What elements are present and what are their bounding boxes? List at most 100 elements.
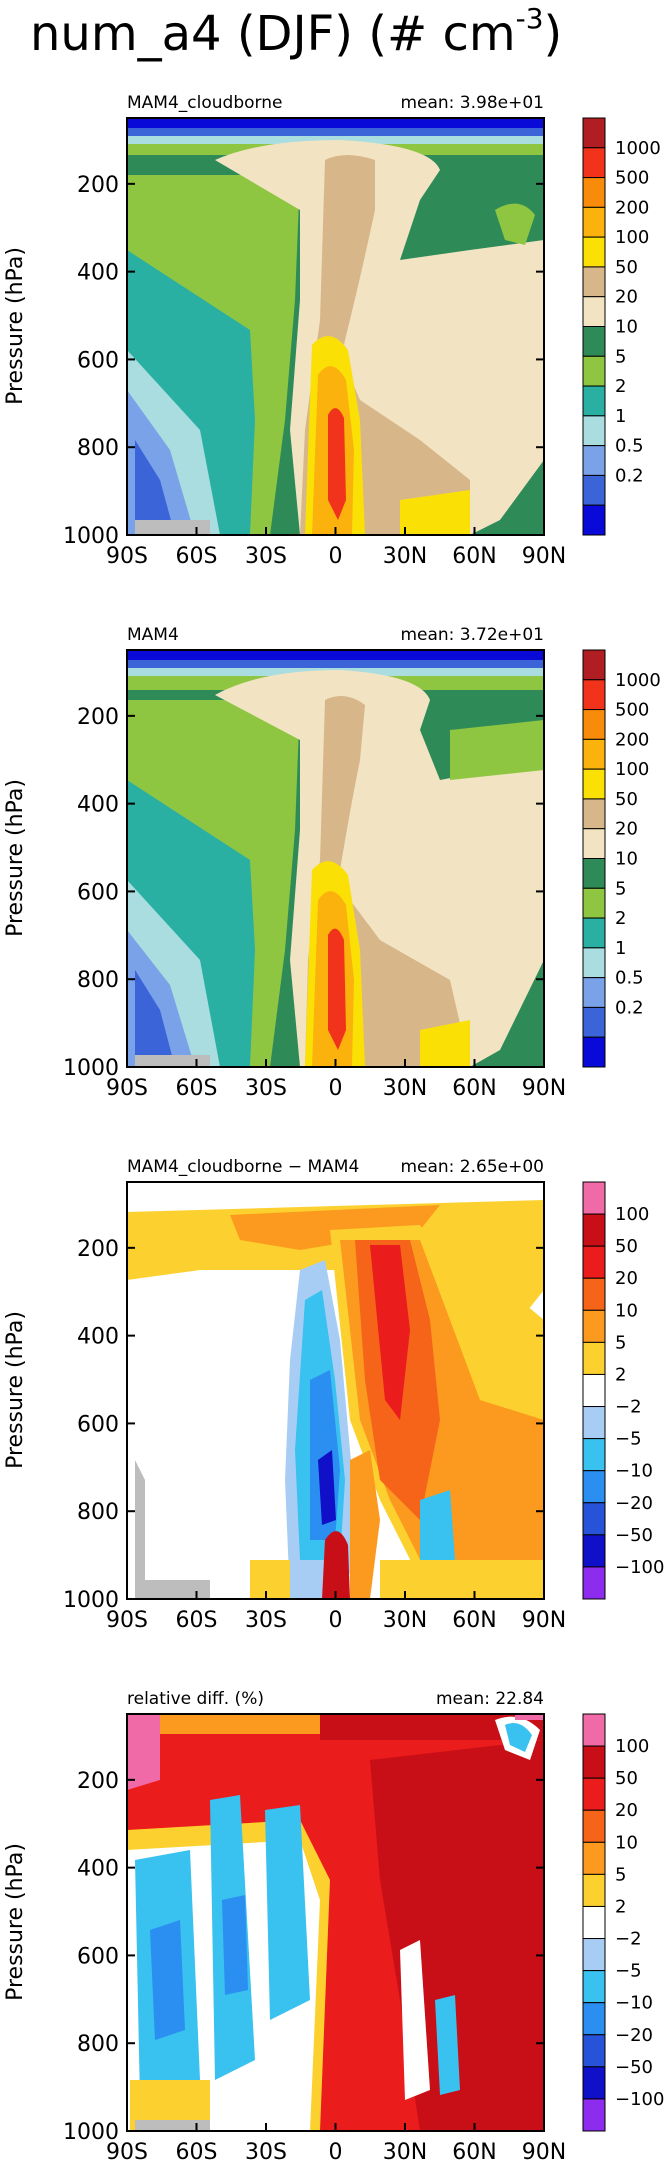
colorbar-label: 20 bbox=[615, 819, 638, 840]
colorbar-label: 1 bbox=[615, 938, 626, 959]
colorbar-label: 50 bbox=[615, 1768, 638, 1789]
colorbar-label: 2 bbox=[615, 1896, 626, 1917]
colorbar-swatch bbox=[582, 1905, 606, 1940]
colorbar-swatch bbox=[582, 977, 606, 1008]
panel-4-mean: mean: 22.84 bbox=[436, 1689, 544, 1709]
colorbar-label: 100 bbox=[615, 1736, 649, 1757]
colorbar-label: 20 bbox=[615, 1268, 638, 1289]
colorbar-label: 50 bbox=[615, 789, 638, 810]
colorbar-label: 20 bbox=[615, 287, 638, 308]
y-tick-label: 400 bbox=[77, 1325, 119, 1350]
colorbar-label: 100 bbox=[615, 1204, 649, 1225]
colorbar-swatch bbox=[582, 1777, 606, 1811]
x-tick-label: 60S bbox=[176, 544, 218, 569]
y-tick-label: 800 bbox=[77, 436, 119, 461]
colorbar-swatch bbox=[582, 296, 606, 328]
panel-4-ylabel: Pressure (hPa) bbox=[3, 1843, 28, 2001]
panel-1-ylabel: Pressure (hPa) bbox=[3, 247, 28, 405]
y-tick-label: 1000 bbox=[63, 524, 119, 549]
x-tick-label: 0 bbox=[329, 1076, 343, 1101]
colorbar-label: −20 bbox=[615, 1493, 653, 1514]
colorbar-label: 50 bbox=[615, 1236, 638, 1257]
colorbar-swatch bbox=[582, 236, 606, 268]
colorbar-swatch bbox=[582, 947, 606, 979]
panel-3-left-title: MAM4_cloudborne − MAM4 bbox=[127, 1157, 359, 1177]
x-tick-label: 60N bbox=[452, 544, 496, 569]
x-tick-label: 90S bbox=[106, 1076, 148, 1101]
colorbar-label: −10 bbox=[615, 1461, 653, 1482]
panel-2-mean: mean: 3.72e+01 bbox=[400, 625, 544, 645]
colorbar-swatch bbox=[582, 445, 606, 476]
colorbar-label: −100 bbox=[615, 2089, 664, 2110]
x-tick-label: 90S bbox=[106, 544, 148, 569]
panel-3: MAM4_cloudborne − MAM4 mean: 2.65e+00 bbox=[3, 1157, 664, 1633]
panel-1-left-title: MAM4_cloudborne bbox=[127, 93, 282, 113]
colorbar-swatch bbox=[582, 1277, 606, 1311]
x-tick-label: 0 bbox=[329, 2140, 343, 2165]
colorbar-label: 20 bbox=[615, 1800, 638, 1821]
figure-title: num_a4 (DJF) (# cm-3) bbox=[30, 2, 562, 62]
y-tick-label: 200 bbox=[77, 705, 119, 730]
colorbar-label: −5 bbox=[615, 1961, 642, 1982]
colorbar-swatch bbox=[582, 917, 606, 949]
colorbar-label: 5 bbox=[615, 878, 626, 899]
y-tick-label: 800 bbox=[77, 968, 119, 993]
panel-2-x-axis: 90S 60S 30S 0 30N 60N 90N bbox=[106, 1059, 566, 1101]
x-tick-label: 30S bbox=[245, 1076, 287, 1101]
colorbar-swatch bbox=[582, 1181, 606, 1215]
y-tick-label: 1000 bbox=[63, 1588, 119, 1613]
colorbar-label: 1000 bbox=[615, 670, 661, 691]
colorbar-label: −100 bbox=[615, 1557, 664, 1578]
colorbar-label: 1 bbox=[615, 406, 626, 427]
colorbar-swatch bbox=[582, 2034, 606, 2068]
panel-3-ylabel: Pressure (hPa) bbox=[3, 1311, 28, 1469]
y-tick-label: 600 bbox=[77, 1412, 119, 1437]
colorbar-label: 10 bbox=[615, 849, 638, 870]
panel-4-left-title: relative diff. (%) bbox=[127, 1689, 264, 1709]
colorbar-swatch bbox=[582, 1438, 606, 1472]
colorbar-swatch bbox=[582, 1938, 606, 1972]
colorbar-label: 500 bbox=[615, 700, 649, 721]
colorbar-label: 200 bbox=[615, 729, 649, 750]
panel-4: relative diff. (%) mean: 22.84 bbox=[3, 1689, 664, 2165]
colorbar-label: 100 bbox=[615, 759, 649, 780]
panel-1: MAM4_cloudborne mean: 3.98e+01 bbox=[3, 93, 661, 569]
colorbar-swatch bbox=[582, 1809, 606, 1843]
colorbar-label: 0.2 bbox=[615, 465, 644, 486]
y-tick-label: 200 bbox=[77, 1237, 119, 1262]
panel-2-colorbar: 1000 500 200 100 50 20 10 5 2 1 0.5 0.2 bbox=[582, 649, 661, 1068]
colorbar-swatch bbox=[582, 1406, 606, 1440]
panel-3-colorbar: 100 50 20 10 5 2 −2 −5 −10 −20 −50 −100 bbox=[582, 1181, 664, 1600]
y-tick-label: 1000 bbox=[63, 1056, 119, 1081]
panel-4-field bbox=[127, 1714, 544, 2131]
colorbar-label: 500 bbox=[615, 168, 649, 189]
colorbar-swatch bbox=[582, 2002, 606, 2036]
colorbar-swatch bbox=[582, 1036, 606, 1068]
y-tick-label: 200 bbox=[77, 173, 119, 198]
colorbar-swatch bbox=[582, 177, 606, 208]
colorbar-swatch bbox=[582, 385, 606, 417]
y-tick-label: 600 bbox=[77, 1944, 119, 1969]
panel-1-x-axis: 90S 60S 30S 0 30N 60N 90N bbox=[106, 527, 566, 569]
x-tick-label: 90N bbox=[522, 1608, 566, 1633]
x-tick-label: 90N bbox=[522, 544, 566, 569]
y-tick-label: 400 bbox=[77, 1857, 119, 1882]
colorbar-swatch bbox=[582, 474, 606, 506]
colorbar-swatch bbox=[582, 679, 606, 711]
colorbar-swatch bbox=[582, 1502, 606, 1536]
panel-3-y-axis: 200 400 600 800 1000 bbox=[63, 1237, 544, 1613]
colorbar-label: 2 bbox=[615, 908, 626, 929]
y-tick-label: 800 bbox=[77, 2032, 119, 2057]
colorbar-swatch bbox=[582, 768, 606, 800]
x-tick-label: 0 bbox=[329, 544, 343, 569]
colorbar-swatch bbox=[582, 355, 606, 387]
colorbar-label: −2 bbox=[615, 1929, 642, 1950]
colorbar-swatch bbox=[582, 1373, 606, 1408]
colorbar-label: 0.5 bbox=[615, 436, 644, 457]
panel-2-field bbox=[127, 650, 544, 1067]
x-tick-label: 60N bbox=[452, 1608, 496, 1633]
colorbar-swatch bbox=[582, 1309, 606, 1343]
panel-3-x-axis: 90S 60S 30S 0 30N 60N 90N bbox=[106, 1591, 566, 1633]
colorbar-label: 10 bbox=[615, 317, 638, 338]
